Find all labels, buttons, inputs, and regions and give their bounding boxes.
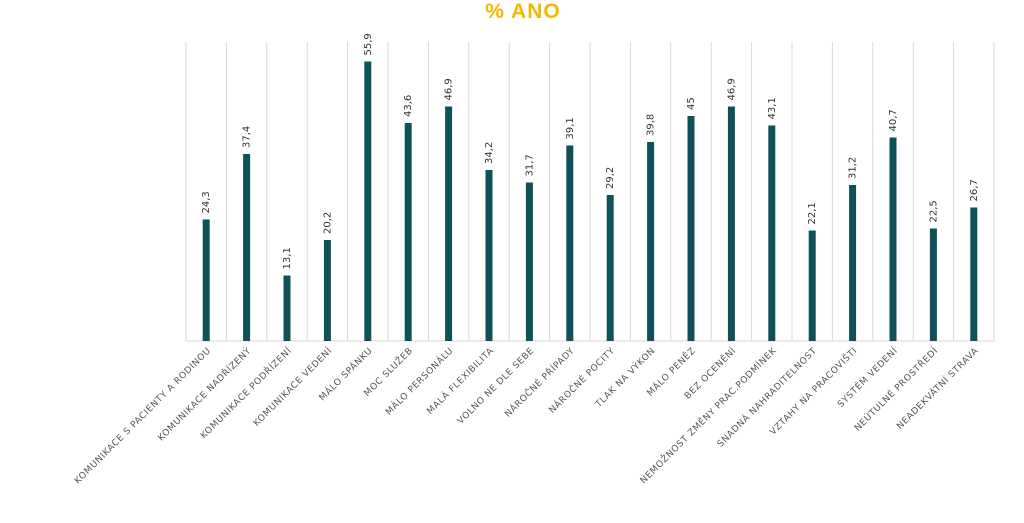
bar bbox=[929, 228, 937, 341]
bar bbox=[889, 137, 897, 341]
x-tick-label: NÁROČNÉ PŘÍPADY bbox=[502, 345, 577, 420]
x-tick-label: MÁLO PERSONÁLU bbox=[383, 345, 456, 418]
bar bbox=[808, 230, 816, 341]
x-tick-label: VOLNO NE DLE SEBE bbox=[456, 346, 537, 427]
x-tick-label: KOMUNIKACE VEDENÍ bbox=[250, 345, 334, 429]
data-label: 45 bbox=[686, 97, 697, 110]
data-label: 20,2 bbox=[322, 212, 333, 234]
data-label: 29,2 bbox=[605, 167, 616, 189]
x-tick-label: NÁROČNÉ POCITY bbox=[546, 345, 617, 416]
data-label: 24,3 bbox=[201, 191, 212, 213]
data-label: 37,4 bbox=[242, 126, 253, 148]
x-tick-label: NEADEKVÁTNÍ STRAVA bbox=[894, 344, 981, 431]
bar bbox=[243, 154, 251, 341]
chart-title: % ANO bbox=[485, 0, 561, 23]
data-label: 31,7 bbox=[524, 154, 535, 176]
bar bbox=[849, 185, 857, 341]
bar bbox=[687, 116, 695, 341]
bar bbox=[404, 123, 412, 341]
data-label: 46,9 bbox=[726, 78, 737, 100]
bar bbox=[768, 125, 776, 341]
data-label: 39,8 bbox=[646, 114, 657, 136]
x-tick-label: NEMOŽNOST ZMĚNY PRAC.PODMÍNEK bbox=[637, 344, 779, 486]
x-tick-label: KOMUNIKACE S PACIENTY A RODINOU bbox=[73, 346, 213, 486]
bar bbox=[364, 61, 372, 341]
bar bbox=[525, 182, 533, 341]
data-label: 39,1 bbox=[565, 117, 576, 139]
data-label: 40,7 bbox=[888, 109, 899, 131]
bar bbox=[647, 142, 655, 341]
data-label: 26,7 bbox=[969, 179, 980, 201]
bar bbox=[606, 195, 614, 341]
data-label: 46,9 bbox=[444, 78, 455, 100]
bar bbox=[445, 106, 453, 341]
bar bbox=[202, 219, 210, 341]
bar bbox=[283, 275, 291, 341]
bar bbox=[323, 240, 331, 341]
data-label: 22,5 bbox=[928, 200, 939, 222]
data-label: 34,2 bbox=[484, 142, 495, 164]
data-label: 22,1 bbox=[807, 202, 818, 224]
x-tick-label: MALÁ FLEXIBILITA bbox=[424, 344, 496, 416]
data-label: 43,6 bbox=[403, 95, 414, 117]
bar bbox=[566, 145, 574, 341]
bar bbox=[970, 207, 978, 341]
data-label: 55,9 bbox=[363, 33, 374, 55]
data-label: 31,2 bbox=[848, 157, 859, 179]
data-label: 13,1 bbox=[282, 247, 293, 269]
data-label: 43,1 bbox=[767, 97, 778, 119]
x-tick-label: NEÚTULNÉ PROSTŘEDÍ bbox=[852, 345, 941, 434]
bar bbox=[485, 170, 493, 341]
bar bbox=[727, 106, 735, 341]
